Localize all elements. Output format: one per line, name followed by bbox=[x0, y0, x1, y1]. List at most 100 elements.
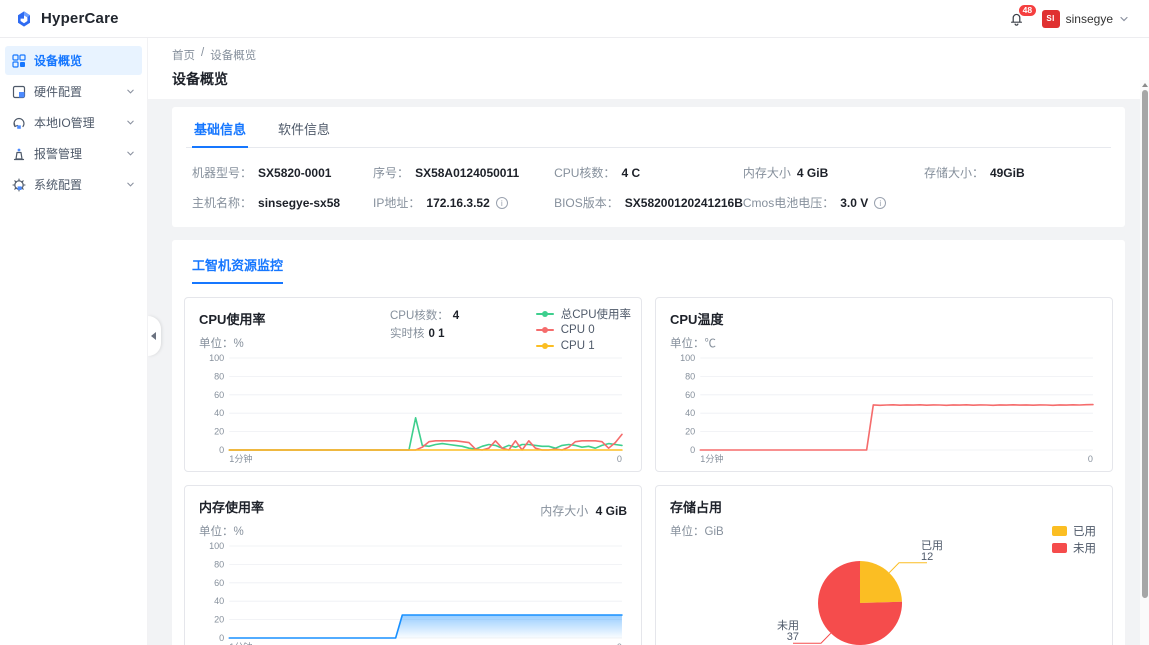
alarm-icon bbox=[12, 147, 26, 161]
chevron-down-icon bbox=[126, 149, 135, 158]
cpu-temp-unit: 单位：℃ bbox=[670, 335, 1098, 351]
cpu-usage-panel: CPU使用率 CPU核数：4 实时核0 1 总CPU使用率 CPU 0 bbox=[184, 297, 642, 472]
avatar: SI bbox=[1042, 10, 1060, 28]
svg-text:80: 80 bbox=[214, 371, 224, 381]
memory-usage-panel: 内存使用率 内存大小 4 GiB 单位：% 0204060801001分钟0 bbox=[184, 485, 642, 645]
field-hostname: 主机名称： sinsegye-sx58 bbox=[192, 194, 373, 211]
tab-resource-monitor[interactable]: 工智机资源监控 bbox=[192, 255, 283, 284]
svg-text:40: 40 bbox=[214, 596, 224, 606]
field-cmos-voltage: Cmos电池电压： 3.0 V i bbox=[743, 194, 924, 211]
grid-icon bbox=[12, 54, 26, 68]
tab-basic-info[interactable]: 基础信息 bbox=[192, 107, 248, 147]
app-header: HyperCare 48 SI sinsegye bbox=[0, 0, 1149, 38]
legend-item-used[interactable]: 已用 bbox=[1052, 522, 1096, 539]
sidebar-item-device-overview[interactable]: 设备概览 bbox=[5, 46, 142, 75]
svg-text:40: 40 bbox=[685, 408, 695, 418]
svg-text:100: 100 bbox=[209, 353, 224, 363]
cpu-usage-legend: 总CPU使用率 CPU 0 CPU 1 bbox=[536, 306, 631, 354]
chevron-down-icon bbox=[126, 118, 135, 127]
svg-text:0: 0 bbox=[219, 633, 224, 643]
svg-text:0: 0 bbox=[1088, 454, 1093, 464]
legend-item-cpu1[interactable]: CPU 1 bbox=[536, 338, 631, 354]
svg-text:12: 12 bbox=[921, 551, 933, 563]
scrollbar-thumb[interactable] bbox=[1142, 90, 1148, 598]
sidebar-item-system-config[interactable]: 系统配置 bbox=[5, 170, 142, 199]
field-ip-address: IP地址： 172.16.3.52 i bbox=[373, 194, 554, 211]
svg-text:80: 80 bbox=[214, 559, 224, 569]
brand: HyperCare bbox=[14, 9, 119, 29]
svg-text:20: 20 bbox=[214, 427, 224, 437]
info-icon[interactable]: i bbox=[874, 197, 886, 209]
breadcrumb-home[interactable]: 首页 bbox=[172, 47, 195, 63]
svg-text:60: 60 bbox=[214, 390, 224, 400]
breadcrumb-bar: 首页 / 设备概览 设备概览 bbox=[148, 38, 1149, 99]
header-right: 48 SI sinsegye bbox=[1008, 10, 1129, 28]
field-cpu-cores: CPU核数： 4 C bbox=[554, 164, 743, 181]
field-memory-size: 内存大小 4 GiB bbox=[743, 164, 924, 181]
memory-usage-chart: 0204060801001分钟0 bbox=[199, 541, 627, 645]
storage-legend: 已用 未用 bbox=[1052, 522, 1096, 556]
breadcrumb: 首页 / 设备概览 bbox=[172, 47, 1125, 63]
chevron-down-icon bbox=[126, 180, 135, 189]
memory-usage-unit: 单位：% bbox=[199, 523, 627, 539]
notification-button[interactable]: 48 bbox=[1008, 10, 1026, 28]
svg-text:80: 80 bbox=[685, 371, 695, 381]
user-menu[interactable]: SI sinsegye bbox=[1042, 10, 1129, 28]
device-fields: 机器型号： SX5820-0001 序号： SX58A0124050011 CP… bbox=[186, 148, 1111, 211]
svg-text:1分钟: 1分钟 bbox=[229, 453, 252, 464]
svg-text:20: 20 bbox=[214, 615, 224, 625]
memory-size-note: 内存大小 4 GiB bbox=[540, 502, 627, 519]
field-serial-number: 序号： SX58A0124050011 bbox=[373, 164, 554, 181]
storage-usage-panel: 存储占用 单位：GiB 已用 未用 已用 12 未用 37 bbox=[655, 485, 1113, 645]
legend-item-free[interactable]: 未用 bbox=[1052, 539, 1096, 556]
sidebar-item-label: 本地IO管理 bbox=[34, 114, 95, 131]
legend-item-cpu0[interactable]: CPU 0 bbox=[536, 322, 631, 338]
sidebar-item-label: 系统配置 bbox=[34, 176, 82, 193]
svg-text:60: 60 bbox=[214, 578, 224, 588]
svg-text:100: 100 bbox=[680, 353, 695, 363]
page-title: 设备概览 bbox=[172, 69, 1125, 89]
main-area: 首页 / 设备概览 设备概览 基础信息 软件信息 机器型号： SX5820-00… bbox=[148, 38, 1149, 645]
storage-usage-title: 存储占用 bbox=[670, 497, 1098, 516]
field-machine-model: 机器型号： SX5820-0001 bbox=[192, 164, 373, 181]
sidebar-item-label: 报警管理 bbox=[34, 145, 82, 162]
breadcrumb-separator: / bbox=[201, 47, 204, 63]
field-bios-version: BIOS版本： SX58200120241216B bbox=[554, 194, 743, 211]
notification-badge: 48 bbox=[1018, 4, 1037, 17]
legend-swatch bbox=[1052, 543, 1067, 553]
resource-monitor-card: 工智机资源监控 CPU使用率 CPU核数：4 实时核0 1 总CPU使用率 bbox=[172, 240, 1125, 645]
vertical-scrollbar[interactable] bbox=[1140, 80, 1149, 645]
legend-swatch bbox=[1052, 526, 1067, 536]
info-tabs: 基础信息 软件信息 bbox=[186, 107, 1111, 148]
tab-software-info[interactable]: 软件信息 bbox=[276, 107, 332, 147]
sidebar-item-local-io[interactable]: 本地IO管理 bbox=[5, 108, 142, 137]
hypercare-logo-icon bbox=[14, 9, 34, 29]
gear-icon bbox=[12, 178, 26, 192]
brand-name: HyperCare bbox=[41, 10, 119, 27]
svg-text:0: 0 bbox=[617, 454, 622, 464]
scrollbar-up-arrow[interactable] bbox=[1142, 83, 1148, 87]
username: sinsegye bbox=[1066, 12, 1113, 26]
svg-text:37: 37 bbox=[787, 631, 799, 643]
sidebar-item-alarm-management[interactable]: 报警管理 bbox=[5, 139, 142, 168]
cpu-usage-chart: 0204060801001分钟0 bbox=[199, 353, 627, 465]
chevron-down-icon bbox=[1119, 14, 1129, 24]
svg-text:60: 60 bbox=[685, 390, 695, 400]
sidebar-item-hardware-config[interactable]: 硬件配置 bbox=[5, 77, 142, 106]
svg-text:0: 0 bbox=[219, 445, 224, 455]
svg-text:1分钟: 1分钟 bbox=[700, 453, 723, 464]
charts-grid: CPU使用率 CPU核数：4 实时核0 1 总CPU使用率 CPU 0 bbox=[184, 297, 1113, 645]
svg-text:100: 100 bbox=[209, 541, 224, 551]
collapse-arrow-icon bbox=[151, 332, 156, 340]
legend-item-total-cpu[interactable]: 总CPU使用率 bbox=[536, 306, 631, 322]
hardware-icon bbox=[12, 85, 26, 99]
field-storage-size: 存储大小： 49GiB bbox=[924, 164, 1105, 181]
storage-usage-unit: 单位：GiB bbox=[670, 523, 1098, 539]
svg-text:0: 0 bbox=[690, 445, 695, 455]
chevron-down-icon bbox=[126, 87, 135, 96]
cpu-temp-chart: 0204060801001分钟0 bbox=[670, 353, 1098, 465]
breadcrumb-current: 设备概览 bbox=[210, 47, 256, 63]
cpu-temp-title: CPU温度 bbox=[670, 309, 1098, 328]
info-icon[interactable]: i bbox=[496, 197, 508, 209]
device-info-card: 基础信息 软件信息 机器型号： SX5820-0001 序号： SX58A012… bbox=[172, 107, 1125, 227]
